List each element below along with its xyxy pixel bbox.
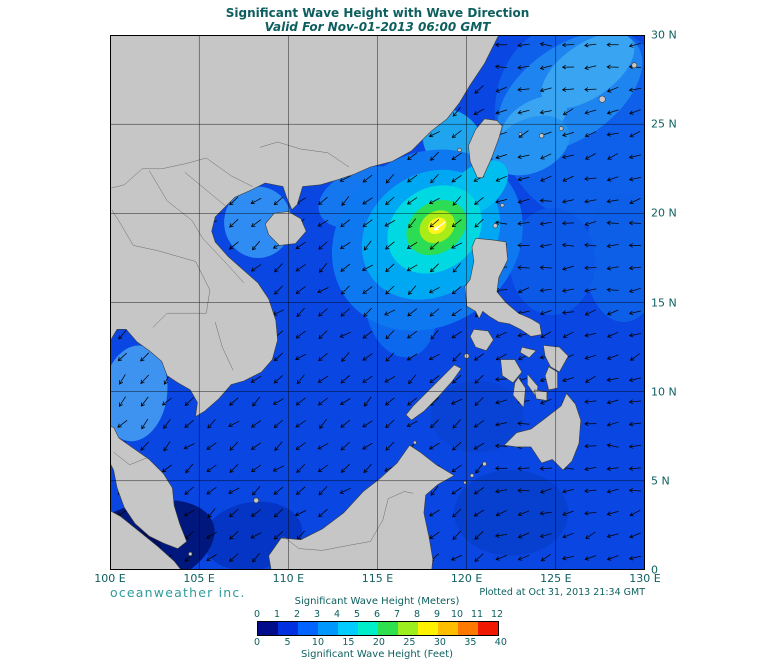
feet-tick-label: 30 — [433, 637, 446, 648]
colorbar-band — [278, 622, 298, 635]
meters-tick-label: 8 — [413, 609, 421, 620]
legend-meters-title: Significant Wave Height (Meters) — [294, 596, 460, 607]
y-tick-label: 15 N — [651, 296, 677, 309]
feet-tick-label: 40 — [494, 637, 507, 648]
feet-tick-label: 20 — [372, 637, 385, 648]
y-tick-label: 20 N — [651, 206, 677, 220]
meters-tick-label: 12 — [490, 609, 504, 620]
feet-tick-label: 15 — [342, 637, 355, 648]
meters-tick-label: 7 — [393, 609, 401, 620]
meters-tick-label: 1 — [273, 609, 281, 620]
legend-feet-scale: 0 5 10 15 20 25 30 35 40 — [253, 637, 507, 648]
map-plot-area — [110, 35, 645, 570]
colorbar-band — [338, 622, 358, 635]
colorbar-band — [358, 622, 378, 635]
x-tick-label: 120 E — [450, 572, 483, 585]
feet-tick-label: 35 — [464, 637, 477, 648]
meters-tick-label: 4 — [333, 609, 341, 620]
meters-tick-label: 0 — [253, 609, 261, 620]
y-tick-label: 0 — [651, 563, 658, 577]
storm-peak-arrow — [433, 221, 446, 231]
colorbar-band — [318, 622, 338, 635]
oceanweather-branding: oceanweather inc. — [110, 585, 246, 600]
x-tick-label: 125 E — [540, 572, 572, 585]
x-tick-label: 110 E — [272, 572, 305, 585]
land-masses — [110, 35, 638, 570]
x-tick-label: 130 E — [629, 572, 661, 585]
feet-tick-label: 25 — [403, 637, 416, 648]
colorbar-band — [418, 622, 438, 635]
political-borders — [110, 141, 414, 551]
wave-height-map — [110, 35, 645, 570]
meters-tick-label: 9 — [433, 609, 441, 620]
y-tick-label: 10 N — [651, 385, 677, 399]
colorbar-gradient — [257, 621, 499, 636]
colorbar-band — [398, 622, 418, 635]
meters-tick-label: 10 — [450, 609, 464, 620]
graticule — [110, 35, 645, 570]
colorbar-band — [438, 622, 458, 635]
colorbar-band — [378, 622, 398, 635]
y-tick-label: 5 N — [651, 474, 670, 488]
feet-tick-label: 0 — [253, 637, 261, 648]
feet-tick-label: 10 — [311, 637, 324, 648]
figure-title: Significant Wave Height with Wave Direct… — [225, 6, 530, 20]
y-tick-label: 25 N — [651, 117, 677, 131]
legend-meters-scale: 0 1 2 3 4 5 6 7 8 9 10 11 12 — [253, 609, 503, 620]
meters-tick-label: 11 — [470, 609, 484, 620]
x-tick-label: 100 E — [94, 572, 126, 585]
feet-tick-label: 5 — [284, 637, 291, 648]
meters-tick-label: 6 — [373, 609, 381, 620]
colorbar-band — [298, 622, 318, 635]
legend-feet-title: Significant Wave Height (Feet) — [300, 649, 454, 660]
y-tick-label: 30 N — [651, 28, 677, 42]
meters-tick-label: 2 — [293, 609, 301, 620]
colorbar-band — [478, 622, 498, 635]
colorbar-band — [258, 622, 278, 635]
figure-subtitle: Valid For Nov-01-2013 06:00 GMT — [264, 20, 491, 34]
plotted-timestamp: Plotted at Oct 31, 2013 21:34 GMT — [479, 587, 645, 598]
map-layers — [110, 35, 645, 570]
map-frame — [110, 35, 645, 570]
meters-tick-label: 3 — [313, 609, 321, 620]
x-tick-label: 105 E — [183, 572, 215, 585]
colorbar-band — [458, 622, 478, 635]
meters-tick-label: 5 — [353, 609, 361, 620]
x-tick-label: 115 E — [361, 572, 394, 585]
